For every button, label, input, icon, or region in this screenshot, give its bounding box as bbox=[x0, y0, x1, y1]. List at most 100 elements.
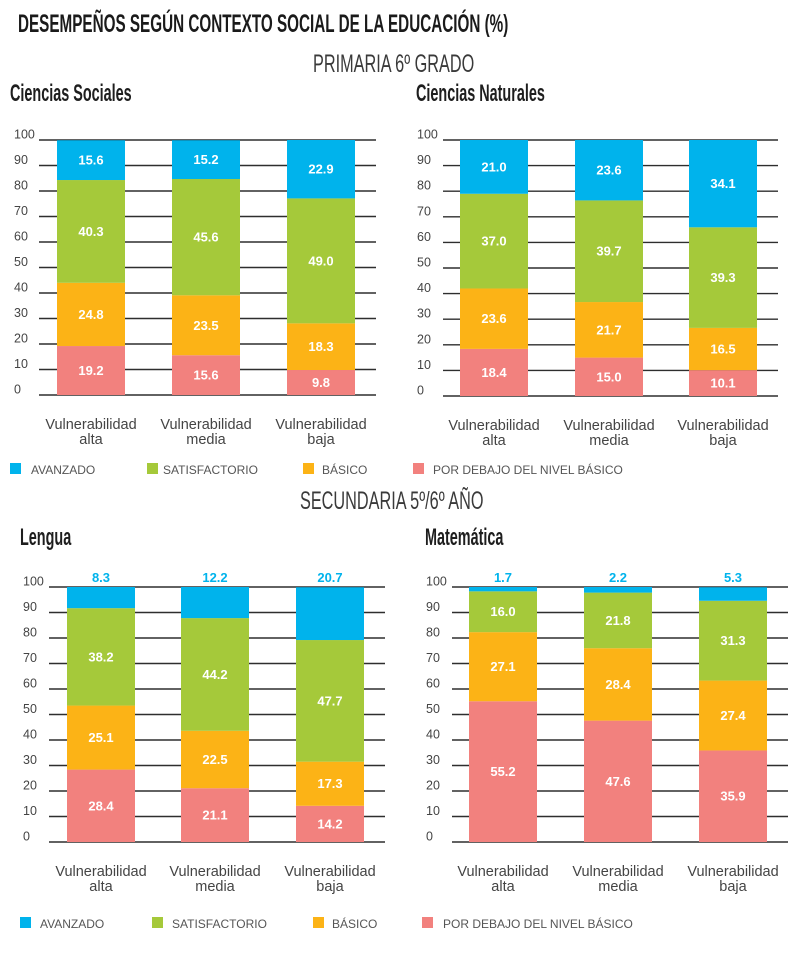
data-label-satisfactorio: 49.0 bbox=[308, 253, 333, 268]
bar-segment-por-debajo-del-nivel-basico bbox=[689, 370, 757, 396]
bar-segment-satisfactorio bbox=[584, 592, 652, 649]
x-tick-label: Vulnerabilidad media bbox=[563, 418, 654, 449]
legend-swatch-satisfactorio bbox=[152, 917, 163, 928]
data-label-por-debajo-del-nivel-basico: 18.4 bbox=[481, 365, 507, 380]
bar-vulnerabilidad-baja: 10.1 16.5 39.3 34.1 bbox=[689, 140, 757, 396]
data-label-basico: 27.4 bbox=[720, 708, 746, 723]
y-tick-label: 10 bbox=[417, 358, 431, 372]
y-tick-label: 40 bbox=[14, 281, 28, 295]
data-label-satisfactorio: 38.2 bbox=[88, 649, 113, 664]
data-label-satisfactorio: 47.7 bbox=[317, 693, 342, 708]
bar-segment-avanzado bbox=[584, 587, 652, 593]
bar-segment-basico bbox=[460, 288, 528, 349]
y-tick-label: 90 bbox=[14, 153, 28, 167]
y-tick-label: 60 bbox=[417, 230, 431, 244]
data-label-basico: 21.7 bbox=[596, 322, 621, 337]
bar-segment-avanzado bbox=[469, 587, 537, 592]
y-tick-label: 50 bbox=[426, 702, 440, 716]
bar-segment-avanzado bbox=[57, 140, 125, 181]
bar-segment-satisfactorio bbox=[287, 198, 355, 324]
data-label-satisfactorio: 40.3 bbox=[78, 224, 103, 239]
y-tick-label: 100 bbox=[23, 575, 44, 589]
y-tick-label: 0 bbox=[417, 384, 424, 398]
legend-label: SATISFACTORIO bbox=[172, 917, 267, 931]
bar-segment-basico bbox=[296, 761, 364, 806]
y-tick-label: 40 bbox=[426, 728, 440, 742]
bar-vulnerabilidad-baja: 35.9 27.4 31.3 5.3 bbox=[699, 570, 767, 842]
x-tick-label: Vulnerabilidad alta bbox=[55, 864, 146, 895]
y-tick-label: 20 bbox=[426, 779, 440, 793]
y-tick-label: 0 bbox=[23, 830, 30, 844]
data-label-satisfactorio: 44.2 bbox=[202, 667, 227, 682]
data-label-basico: 18.3 bbox=[308, 339, 333, 354]
bar-vulnerabilidad-alta: 55.2 27.1 16.0 1.7 bbox=[469, 570, 537, 842]
y-tick-label: 70 bbox=[14, 204, 28, 218]
x-tick-label: Vulnerabilidad alta bbox=[457, 864, 548, 895]
legend-label: BÁSICO bbox=[322, 463, 368, 477]
y-tick-label: 100 bbox=[417, 128, 438, 142]
bar-segment-basico bbox=[699, 680, 767, 751]
x-tick-label: Vulnerabilidad baja bbox=[687, 864, 778, 895]
bar-vulnerabilidad-baja: 9.8 18.3 49.0 22.9 bbox=[287, 140, 355, 395]
bar-segment-avanzado bbox=[181, 587, 249, 619]
legend-swatch-basico bbox=[313, 917, 324, 928]
chart-ciencias-naturales: 0 10 20 30 40 50 60 70 80 90 100 18.4 23.6 37.0 21.0 Vu… bbox=[417, 128, 778, 449]
data-label-por-debajo-del-nivel-basico: 55.2 bbox=[490, 764, 515, 779]
legend-label: POR DEBAJO DEL NIVEL BÁSICO bbox=[433, 463, 623, 477]
data-label-avanzado: 5.3 bbox=[724, 570, 742, 585]
bar-segment-satisfactorio bbox=[172, 179, 240, 296]
legend-label: AVANZADO bbox=[40, 917, 105, 931]
bar-segment-avanzado bbox=[699, 587, 767, 601]
data-label-avanzado: 23.6 bbox=[596, 163, 621, 178]
y-tick-label: 80 bbox=[14, 179, 28, 193]
y-tick-label: 80 bbox=[426, 626, 440, 640]
bar-segment-basico bbox=[689, 327, 757, 371]
bar-segment-satisfactorio bbox=[469, 591, 537, 633]
data-label-por-debajo-del-nivel-basico: 19.2 bbox=[78, 363, 103, 378]
data-label-basico: 17.3 bbox=[317, 776, 342, 791]
bar-segment-por-debajo-del-nivel-basico bbox=[699, 750, 767, 842]
data-label-por-debajo-del-nivel-basico: 35.9 bbox=[720, 789, 745, 804]
y-tick-label: 30 bbox=[417, 307, 431, 321]
bar-segment-basico bbox=[287, 323, 355, 371]
main-title: DESEMPEÑOS SEGÚN CONTEXTO SOCIAL DE LA E… bbox=[18, 10, 509, 38]
data-label-basico: 16.5 bbox=[710, 342, 735, 357]
data-label-por-debajo-del-nivel-basico: 9.8 bbox=[312, 375, 330, 390]
bar-segment-por-debajo-del-nivel-basico bbox=[57, 346, 125, 395]
y-tick-label: 90 bbox=[23, 600, 37, 614]
data-label-avanzado: 15.2 bbox=[193, 152, 218, 167]
bar-segment-basico bbox=[469, 632, 537, 702]
y-tick-label: 40 bbox=[417, 281, 431, 295]
y-tick-label: 50 bbox=[14, 255, 28, 269]
legend-swatch-avanzado bbox=[10, 463, 21, 474]
data-label-satisfactorio: 31.3 bbox=[720, 633, 745, 648]
data-label-por-debajo-del-nivel-basico: 28.4 bbox=[88, 798, 114, 813]
bar-segment-por-debajo-del-nivel-basico bbox=[67, 769, 135, 842]
legend-swatch-satisfactorio bbox=[147, 463, 158, 474]
y-tick-label: 30 bbox=[23, 753, 37, 767]
y-tick-label: 50 bbox=[23, 702, 37, 716]
data-label-satisfactorio: 16.0 bbox=[490, 604, 515, 619]
y-tick-label: 60 bbox=[14, 230, 28, 244]
x-tick-label: Vulnerabilidad alta bbox=[448, 418, 539, 449]
y-tick-label: 70 bbox=[417, 204, 431, 218]
bar-segment-avanzado bbox=[296, 587, 364, 641]
legend-label: POR DEBAJO DEL NIVEL BÁSICO bbox=[443, 917, 633, 931]
legend-swatch-por-debajo bbox=[422, 917, 433, 928]
chart-title-lengua: Lengua bbox=[20, 524, 72, 551]
x-tick-label: Vulnerabilidad baja bbox=[284, 864, 375, 895]
bar-segment-basico bbox=[57, 282, 125, 347]
bar-segment-basico bbox=[575, 302, 643, 358]
data-label-satisfactorio: 39.7 bbox=[596, 244, 621, 259]
data-label-basico: 23.5 bbox=[193, 318, 218, 333]
y-tick-label: 30 bbox=[14, 306, 28, 320]
bar-vulnerabilidad-alta: 18.4 23.6 37.0 21.0 bbox=[460, 140, 528, 396]
data-label-avanzado: 20.7 bbox=[317, 570, 342, 585]
data-label-por-debajo-del-nivel-basico: 14.2 bbox=[317, 816, 342, 831]
y-tick-label: 0 bbox=[14, 383, 21, 397]
bar-segment-basico bbox=[584, 648, 652, 721]
data-label-por-debajo-del-nivel-basico: 10.1 bbox=[710, 376, 735, 391]
legend-swatch-basico bbox=[303, 463, 314, 474]
bar-segment-por-debajo-del-nivel-basico bbox=[584, 720, 652, 842]
